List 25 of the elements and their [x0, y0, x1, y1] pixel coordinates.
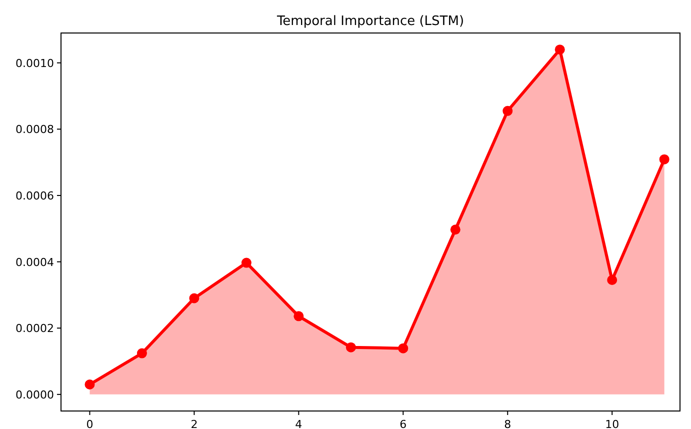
point [294, 311, 304, 322]
y-tick-label: 0.0004 [16, 256, 54, 269]
x-tick-label: 4 [295, 418, 302, 429]
y-tick-label: 0.0008 [16, 123, 54, 136]
point [84, 379, 95, 390]
point [241, 258, 252, 268]
y-tick-label: 0.0002 [16, 322, 54, 336]
point [398, 343, 408, 354]
point [450, 224, 460, 235]
y-tick-label: 0.0010 [16, 56, 54, 70]
chart-title: Temporal Importance (LSTM) [276, 14, 464, 29]
x-tick-label: 2 [190, 418, 198, 429]
point [659, 154, 670, 164]
point [554, 44, 565, 55]
point [136, 348, 147, 358]
y-tick-label: 0.0000 [16, 388, 54, 402]
x-tick-label: 8 [504, 418, 512, 429]
x-tick-label: 10 [605, 418, 620, 429]
point [502, 106, 513, 116]
x-tick-label: 0 [86, 418, 94, 429]
x-tick-label: 6 [400, 418, 407, 429]
y-tick-label: 0.0006 [16, 189, 54, 202]
point [607, 275, 618, 286]
point [346, 342, 356, 352]
point [189, 293, 200, 304]
